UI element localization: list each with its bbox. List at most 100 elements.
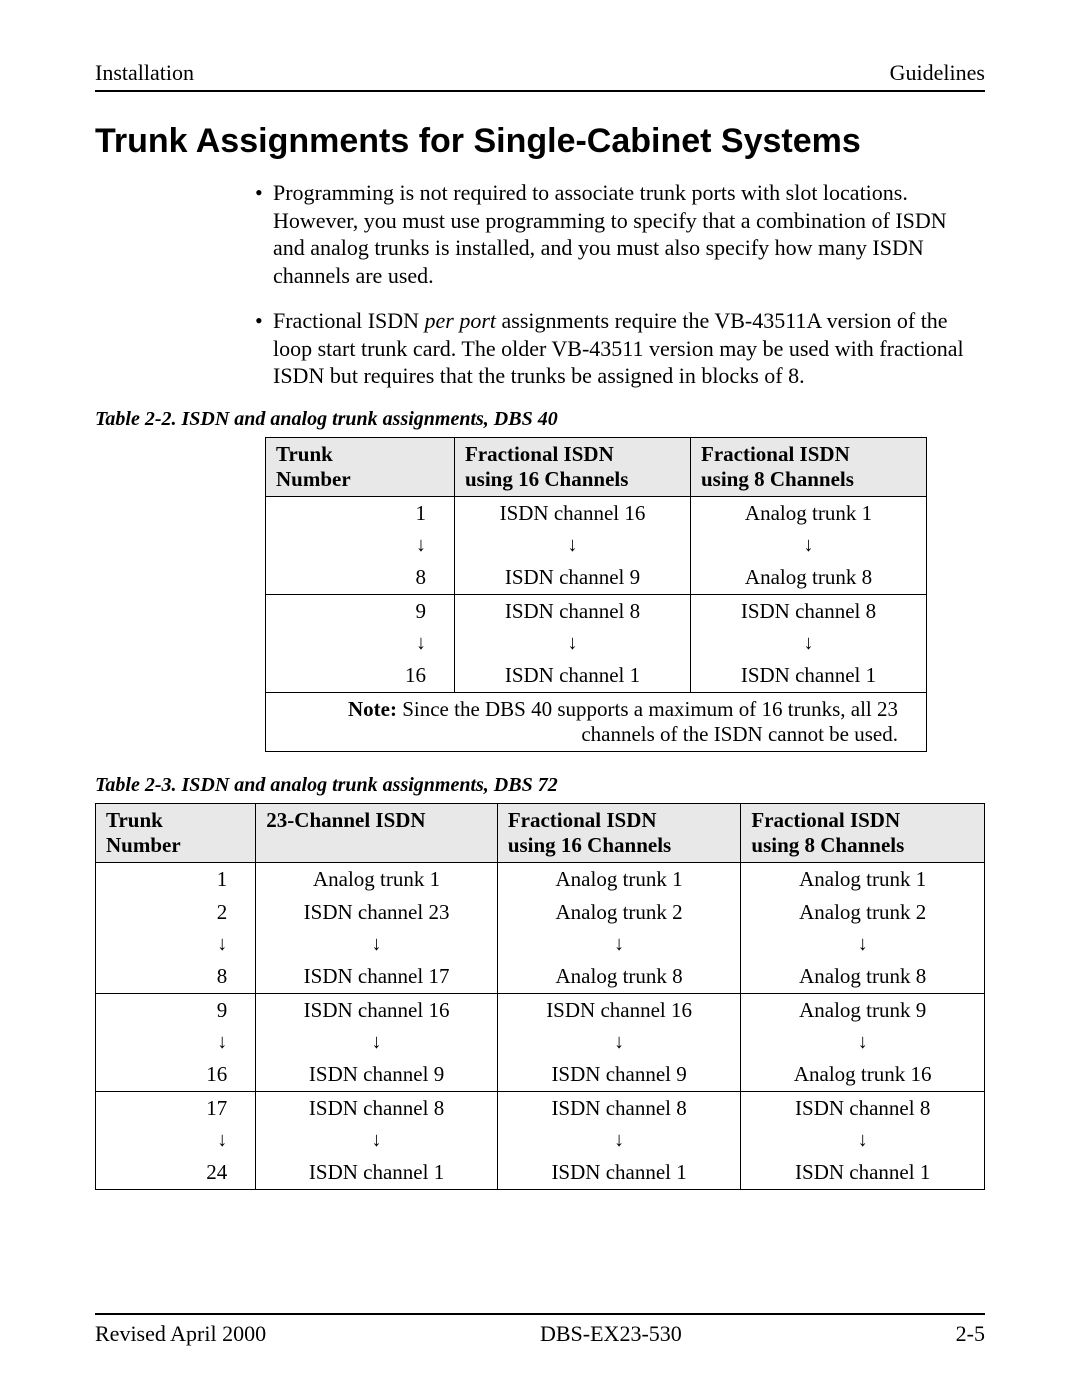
table-row: ↓ ↓ ↓ xyxy=(266,530,927,561)
page: Installation Guidelines Trunk Assignment… xyxy=(0,0,1080,1397)
note-label: Note: xyxy=(348,697,397,721)
table-row: 16 ISDN channel 9 ISDN channel 9 Analog … xyxy=(96,1058,985,1092)
text: Fractional ISDN xyxy=(701,442,850,466)
col-header: Fractional ISDN using 16 Channels xyxy=(455,437,691,496)
cell: Analog trunk 1 xyxy=(691,496,927,530)
text: using 16 Channels xyxy=(508,833,671,857)
cell: ISDN channel 8 xyxy=(741,1091,985,1125)
cell: Analog trunk 8 xyxy=(497,960,741,994)
bullet-list: • Programming is not required to associa… xyxy=(255,179,975,390)
text: Trunk xyxy=(106,808,163,832)
cell: Analog trunk 8 xyxy=(741,960,985,994)
col-header: Fractional ISDN using 16 Channels xyxy=(497,803,741,862)
cell: Analog trunk 16 xyxy=(741,1058,985,1092)
cell: Analog trunk 1 xyxy=(256,862,498,896)
text: Fractional ISDN xyxy=(273,308,425,333)
table-row: 24 ISDN channel 1 ISDN channel 1 ISDN ch… xyxy=(96,1156,985,1190)
cell: ISDN channel 8 xyxy=(691,594,927,628)
note-text: Since the DBS 40 supports a maximum of 1… xyxy=(397,697,898,746)
cell: ISDN channel 16 xyxy=(455,496,691,530)
bullet-dot-icon: • xyxy=(255,179,273,207)
header-left: Installation xyxy=(95,60,194,86)
text: using 16 Channels xyxy=(465,467,628,491)
table-row: ↓ ↓ ↓ ↓ xyxy=(96,929,985,960)
col-header: Fractional ISDN using 8 Channels xyxy=(741,803,985,862)
cell: 9 xyxy=(96,993,256,1027)
cell: Analog trunk 8 xyxy=(691,561,927,595)
cell: ISDN channel 9 xyxy=(256,1058,498,1092)
text: Number xyxy=(106,833,181,857)
text: using 8 Channels xyxy=(701,467,854,491)
text: Number xyxy=(276,467,351,491)
cell: 2 xyxy=(96,896,256,929)
down-arrow-icon: ↓ xyxy=(497,929,741,960)
cell: ISDN channel 17 xyxy=(256,960,498,994)
down-arrow-icon: ↓ xyxy=(741,1125,985,1156)
text: using 8 Channels xyxy=(751,833,904,857)
down-arrow-icon: ↓ xyxy=(741,1027,985,1058)
cell: ISDN channel 9 xyxy=(455,561,691,595)
cell: ISDN channel 1 xyxy=(741,1156,985,1190)
down-arrow-icon: ↓ xyxy=(266,530,455,561)
down-arrow-icon: ↓ xyxy=(256,929,498,960)
col-header: Trunk Number xyxy=(266,437,455,496)
table-row: 1 ISDN channel 16 Analog trunk 1 xyxy=(266,496,927,530)
bullet-text: Programming is not required to associate… xyxy=(273,179,975,289)
note-cell: Note: Since the DBS 40 supports a maximu… xyxy=(266,692,927,751)
cell: Analog trunk 1 xyxy=(497,862,741,896)
table-row: 9 ISDN channel 8 ISDN channel 8 xyxy=(266,594,927,628)
table-row: ↓ ↓ ↓ xyxy=(266,628,927,659)
cell: 9 xyxy=(266,594,455,628)
table-dbs72: Trunk Number 23-Channel ISDN Fractional … xyxy=(95,803,985,1190)
text: Fractional ISDN xyxy=(751,808,900,832)
down-arrow-icon: ↓ xyxy=(266,628,455,659)
table-row: 8 ISDN channel 9 Analog trunk 8 xyxy=(266,561,927,595)
table-row: 16 ISDN channel 1 ISDN channel 1 xyxy=(266,659,927,693)
down-arrow-icon: ↓ xyxy=(455,530,691,561)
footer-center: DBS-EX23-530 xyxy=(540,1321,682,1347)
page-title: Trunk Assignments for Single-Cabinet Sys… xyxy=(95,122,985,161)
table-note-row: Note: Since the DBS 40 supports a maximu… xyxy=(266,692,927,751)
down-arrow-icon: ↓ xyxy=(691,530,927,561)
table-caption: Table 2-2. ISDN and analog trunk assignm… xyxy=(95,408,985,431)
col-header: Fractional ISDN using 8 Channels xyxy=(691,437,927,496)
table-dbs40: Trunk Number Fractional ISDN using 16 Ch… xyxy=(265,437,927,752)
footer-right: 2-5 xyxy=(956,1321,985,1347)
cell: 17 xyxy=(96,1091,256,1125)
cell: Analog trunk 1 xyxy=(741,862,985,896)
cell: ISDN channel 1 xyxy=(497,1156,741,1190)
down-arrow-icon: ↓ xyxy=(497,1027,741,1058)
cell: 24 xyxy=(96,1156,256,1190)
col-header: Trunk Number xyxy=(96,803,256,862)
cell: ISDN channel 8 xyxy=(497,1091,741,1125)
down-arrow-icon: ↓ xyxy=(96,1027,256,1058)
cell: 1 xyxy=(96,862,256,896)
cell: ISDN channel 1 xyxy=(691,659,927,693)
cell: 16 xyxy=(96,1058,256,1092)
running-footer: Revised April 2000 DBS-EX23-530 2-5 xyxy=(95,1313,985,1347)
cell: Analog trunk 2 xyxy=(741,896,985,929)
down-arrow-icon: ↓ xyxy=(691,628,927,659)
text: Fractional ISDN xyxy=(465,442,614,466)
cell: ISDN channel 1 xyxy=(455,659,691,693)
text-italic: per port xyxy=(425,308,497,333)
cell: ISDN channel 1 xyxy=(256,1156,498,1190)
cell: ISDN channel 16 xyxy=(256,993,498,1027)
text: Fractional ISDN xyxy=(508,808,657,832)
cell: Analog trunk 2 xyxy=(497,896,741,929)
bullet-item: • Fractional ISDN per port assignments r… xyxy=(255,307,975,390)
down-arrow-icon: ↓ xyxy=(256,1125,498,1156)
table-row: 17 ISDN channel 8 ISDN channel 8 ISDN ch… xyxy=(96,1091,985,1125)
cell: ISDN channel 9 xyxy=(497,1058,741,1092)
header-right: Guidelines xyxy=(890,60,985,86)
cell: 1 xyxy=(266,496,455,530)
cell: ISDN channel 16 xyxy=(497,993,741,1027)
down-arrow-icon: ↓ xyxy=(96,1125,256,1156)
table-row: 2 ISDN channel 23 Analog trunk 2 Analog … xyxy=(96,896,985,929)
bullet-text: Fractional ISDN per port assignments req… xyxy=(273,307,975,390)
cell: 8 xyxy=(96,960,256,994)
table-row: 9 ISDN channel 16 ISDN channel 16 Analog… xyxy=(96,993,985,1027)
down-arrow-icon: ↓ xyxy=(741,929,985,960)
bullet-dot-icon: • xyxy=(255,307,273,335)
running-header: Installation Guidelines xyxy=(95,60,985,92)
